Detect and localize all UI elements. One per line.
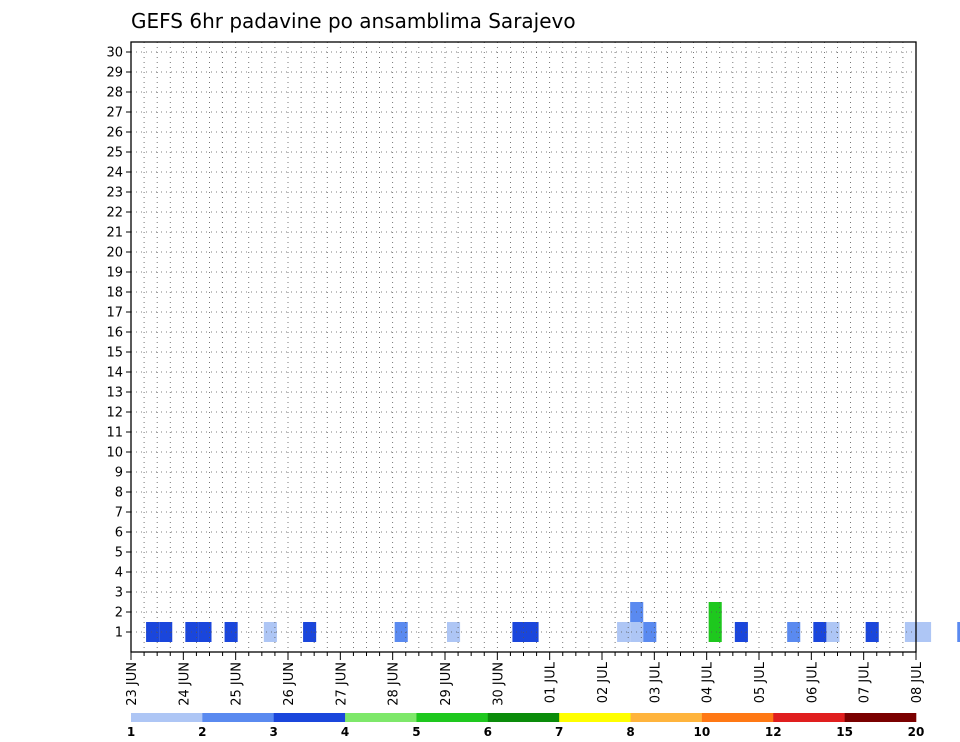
colorbar-swatch bbox=[202, 713, 275, 722]
colorbar-swatch bbox=[345, 713, 417, 722]
colorbar-label: 1 bbox=[127, 725, 135, 739]
y-tick-label: 24 bbox=[106, 166, 123, 181]
chart-title: GEFS 6hr padavine po ansamblima Sarajevo bbox=[131, 9, 576, 33]
x-tick-label: 07 JUL bbox=[858, 661, 873, 703]
x-tick-label: 04 JUL bbox=[701, 661, 716, 703]
colorbar-label: 12 bbox=[765, 725, 782, 739]
colorbar-label: 2 bbox=[198, 725, 206, 739]
x-tick-label: 06 JUL bbox=[805, 661, 820, 703]
x-tick-label: 23 JUN bbox=[125, 662, 140, 706]
colorbar-swatch bbox=[773, 713, 845, 722]
precip-cell bbox=[708, 602, 722, 622]
colorbar-label: 3 bbox=[270, 725, 278, 739]
y-tick-label: 28 bbox=[106, 86, 123, 101]
precip-cell bbox=[643, 622, 657, 642]
data-cells bbox=[146, 602, 960, 642]
x-tick-label: 28 JUN bbox=[387, 662, 402, 706]
y-tick-label: 5 bbox=[115, 546, 123, 561]
precip-cell bbox=[708, 622, 722, 642]
colorbar-swatch bbox=[131, 713, 203, 722]
colorbar-swatch bbox=[273, 713, 346, 722]
y-tick-label: 4 bbox=[115, 566, 123, 581]
y-tick-label: 30 bbox=[106, 46, 123, 61]
precip-cell bbox=[957, 622, 960, 642]
y-tick-label: 3 bbox=[115, 586, 123, 601]
precip-cell bbox=[826, 622, 840, 642]
precip-cell bbox=[263, 622, 277, 642]
y-tick-label: 23 bbox=[106, 186, 123, 201]
colorbar-label: 8 bbox=[626, 725, 634, 739]
colorbar-swatch bbox=[416, 713, 489, 722]
y-tick-label: 29 bbox=[106, 66, 123, 81]
colorbar-label: 10 bbox=[694, 725, 711, 739]
colorbar-swatch bbox=[630, 713, 703, 722]
y-tick-label: 15 bbox=[106, 346, 123, 361]
x-tick-label: 24 JUN bbox=[177, 662, 192, 706]
y-tick-label: 21 bbox=[106, 226, 123, 241]
precip-cell bbox=[918, 622, 932, 642]
precip-cell bbox=[865, 622, 879, 642]
x-tick-label: 01 JUL bbox=[544, 661, 559, 703]
y-tick-label: 13 bbox=[106, 386, 123, 401]
x-axis: 23 JUN 24 JUN 25 JUN 26 JUN 27 JUN 28 JUN 29 J… bbox=[125, 652, 925, 706]
y-axis: 1234567891011121314151617181920212223242… bbox=[106, 46, 131, 641]
y-tick-label: 2 bbox=[115, 606, 123, 621]
y-tick-label: 20 bbox=[106, 246, 123, 261]
y-tick-label: 19 bbox=[106, 266, 123, 281]
precip-cell bbox=[787, 622, 801, 642]
colorbar-swatch bbox=[844, 713, 917, 722]
y-tick-label: 8 bbox=[115, 486, 123, 501]
y-tick-label: 11 bbox=[106, 426, 123, 441]
y-tick-label: 22 bbox=[106, 206, 123, 221]
y-tick-label: 10 bbox=[106, 446, 123, 461]
y-tick-label: 14 bbox=[106, 366, 123, 381]
x-tick-label: 26 JUN bbox=[282, 662, 297, 706]
x-tick-label: 02 JUL bbox=[596, 661, 611, 703]
x-tick-label: 08 JUL bbox=[910, 661, 925, 703]
precip-cell bbox=[303, 622, 317, 642]
x-tick-label: 29 JUN bbox=[439, 662, 454, 706]
colorbar-label: 7 bbox=[555, 725, 563, 739]
y-tick-label: 26 bbox=[106, 126, 123, 141]
precip-cell bbox=[159, 622, 173, 642]
colorbar-swatch bbox=[487, 713, 560, 722]
colorbar-label: 5 bbox=[412, 725, 420, 739]
colorbar-label: 4 bbox=[341, 725, 349, 739]
colorbar: 1 2 3 4 5 6 7 8 10 12 15 20 bbox=[127, 713, 925, 739]
precip-cell bbox=[512, 622, 526, 642]
y-tick-label: 12 bbox=[106, 406, 123, 421]
y-tick-label: 9 bbox=[115, 466, 123, 481]
colorbar-swatch bbox=[701, 713, 774, 722]
precip-cell bbox=[447, 622, 461, 642]
y-tick-label: 7 bbox=[115, 506, 123, 521]
x-tick-label: 03 JUL bbox=[648, 661, 663, 703]
y-tick-label: 18 bbox=[106, 286, 123, 301]
y-tick-label: 25 bbox=[106, 146, 123, 161]
y-tick-label: 27 bbox=[106, 106, 123, 121]
y-tick-label: 1 bbox=[115, 626, 123, 641]
colorbar-label: 6 bbox=[484, 725, 492, 739]
precip-cell bbox=[617, 622, 631, 642]
precip-cell bbox=[146, 622, 160, 642]
y-tick-label: 6 bbox=[115, 526, 123, 541]
precip-cell bbox=[813, 622, 827, 642]
x-tick-label: 05 JUL bbox=[753, 661, 768, 703]
x-tick-label: 25 JUN bbox=[230, 662, 245, 706]
colorbar-label: 20 bbox=[908, 725, 925, 739]
x-tick-label: 30 JUN bbox=[491, 662, 506, 706]
precip-cell bbox=[198, 622, 212, 642]
precip-cell bbox=[525, 622, 539, 642]
x-tick-label: 27 JUN bbox=[334, 662, 349, 706]
y-tick-label: 17 bbox=[106, 306, 123, 321]
gridlines bbox=[131, 42, 916, 652]
colorbar-swatch bbox=[559, 713, 631, 722]
colorbar-label: 15 bbox=[836, 725, 853, 739]
y-tick-label: 16 bbox=[106, 326, 123, 341]
